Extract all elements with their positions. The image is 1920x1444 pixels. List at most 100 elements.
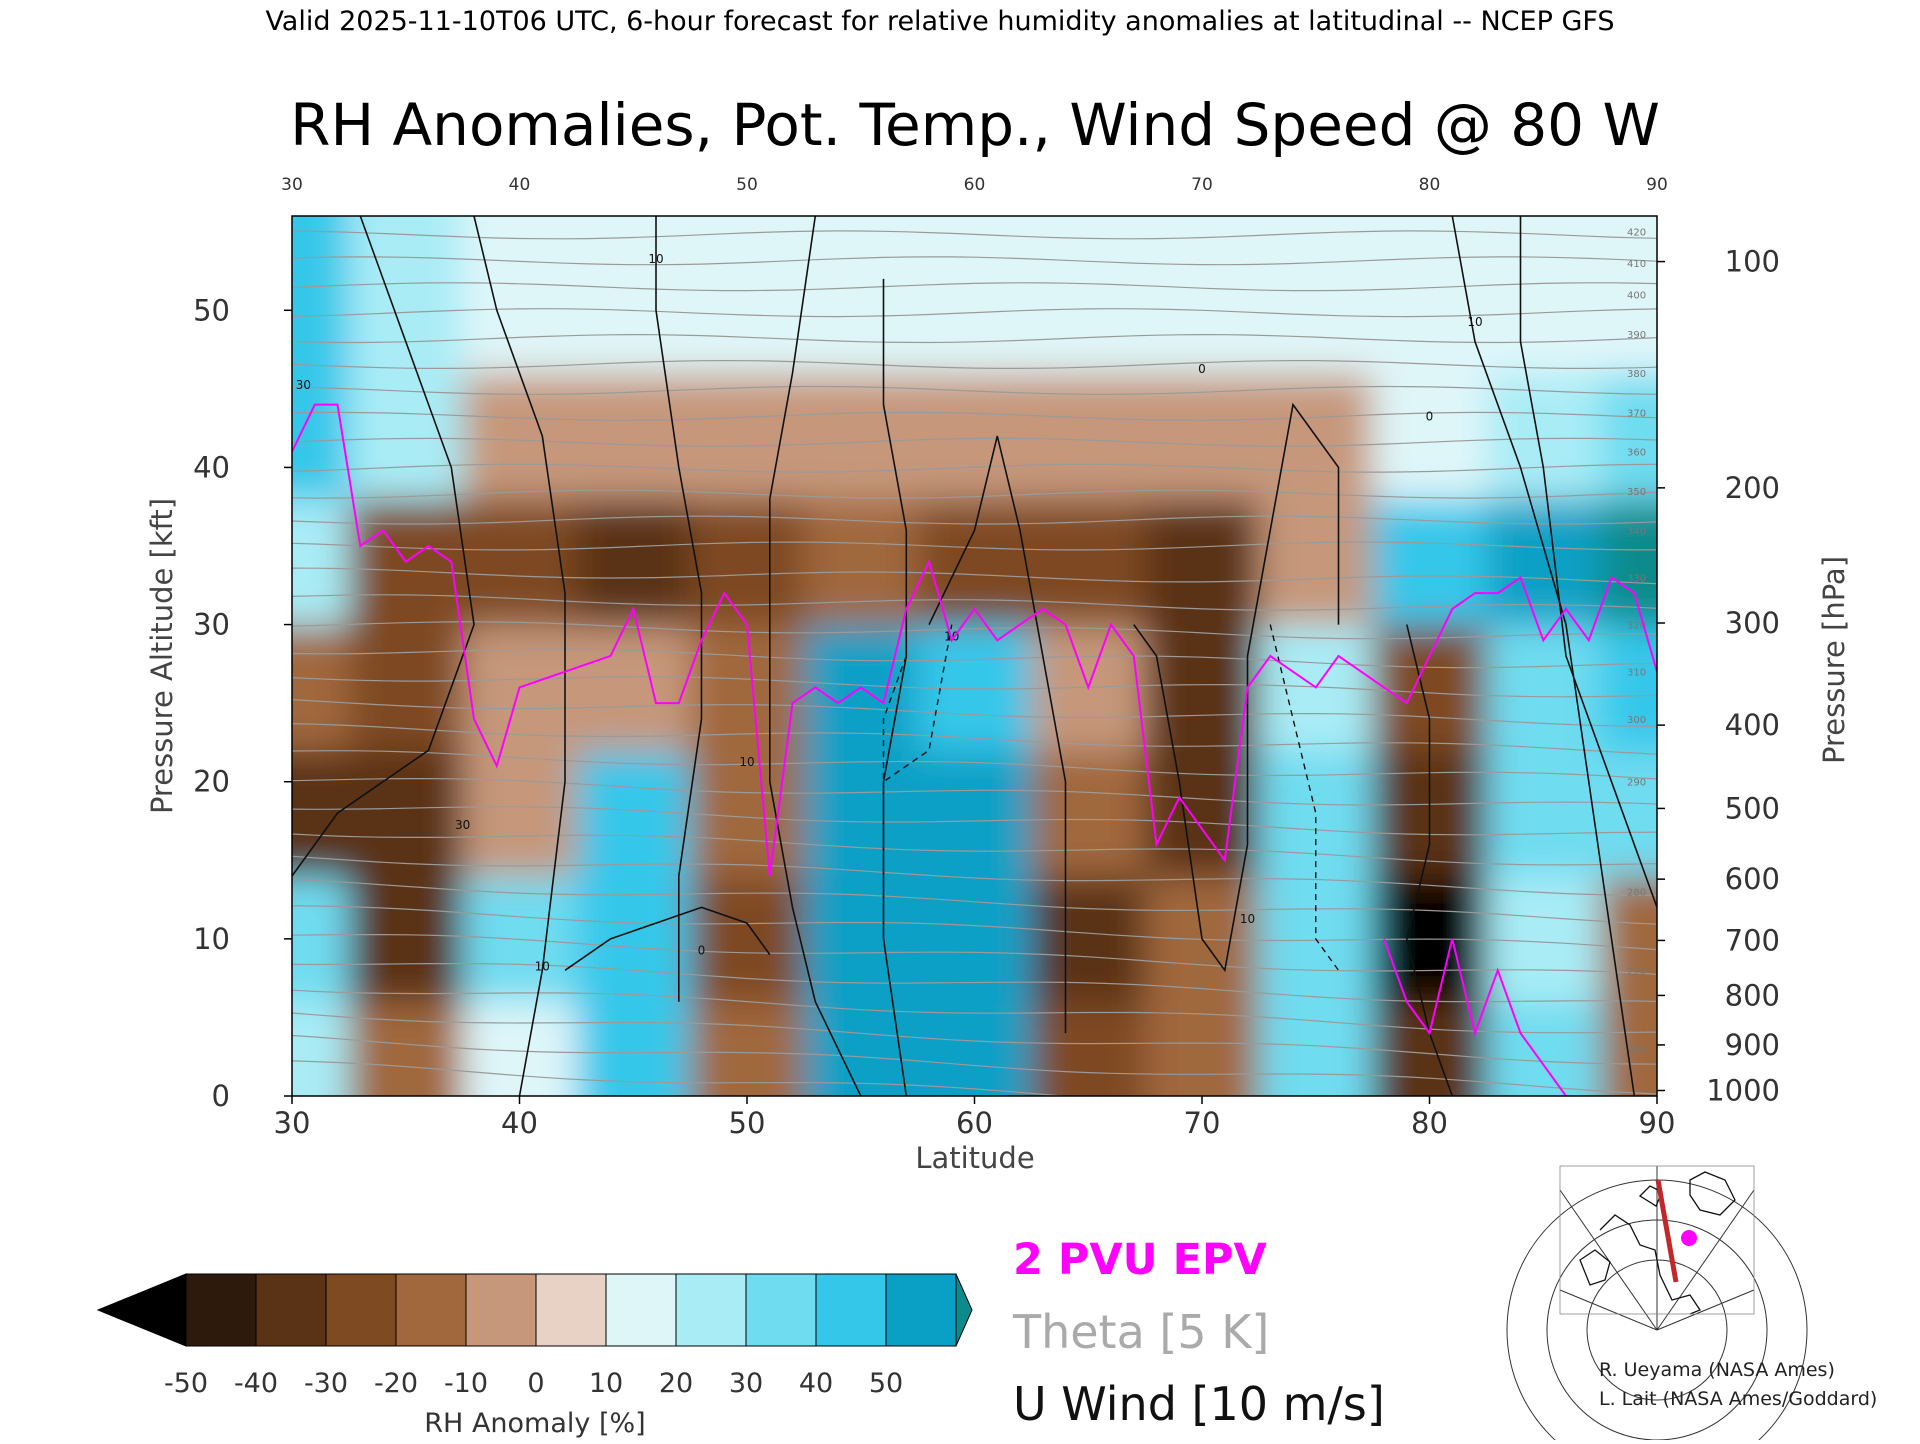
- heatmap-cell: [576, 624, 692, 752]
- u-wind-label: 10: [1467, 315, 1482, 329]
- theta-contour: [292, 1012, 1657, 1065]
- theta-contour: [292, 515, 1657, 525]
- theta-level-label: 400: [1627, 291, 1646, 302]
- theta-contour: [292, 463, 1657, 473]
- heatmap-cell: [1486, 876, 1602, 1003]
- pressure-tick-label: 500: [1725, 791, 1780, 825]
- u-wind-negative-contour: [882, 624, 953, 784]
- theta-contour: [292, 541, 1657, 551]
- u-wind-label: 10: [1240, 912, 1255, 926]
- epv-2pvu-line: [292, 403, 1657, 1096]
- u-wind-label: 30: [296, 378, 311, 392]
- colorbar-tick-label: 30: [729, 1368, 763, 1399]
- heatmap-cell: [1145, 498, 1260, 626]
- theta-contour: [292, 621, 1657, 640]
- epv-series-line: [292, 403, 1657, 877]
- pressure-tick-label: 1000: [1706, 1074, 1780, 1108]
- u-wind-contour: [564, 906, 771, 971]
- theta-contour: [292, 359, 1657, 369]
- heatmap-cell: [1258, 1001, 1374, 1096]
- map-cross-section-line: [1655, 1179, 1679, 1283]
- u-wind-contour: [1133, 402, 1340, 973]
- theta-level-label: 380: [1627, 369, 1646, 380]
- u-wind-label: 10: [944, 629, 959, 643]
- heatmap-cell: [292, 624, 350, 752]
- y-tick-label: 30: [193, 608, 230, 642]
- legend-theta: Theta [5 K]: [1012, 1305, 1269, 1359]
- colorbar-swatch: [745, 1273, 817, 1347]
- colorbar-over-arrow: [955, 1273, 973, 1347]
- heatmap-cell: [1600, 1001, 1657, 1096]
- u-wind-contour: [655, 216, 703, 1002]
- heatmap-cell: [348, 750, 464, 877]
- heatmap-cell: [1486, 373, 1602, 500]
- theta-contour: [292, 411, 1657, 421]
- heatmap-cell: [1600, 750, 1657, 877]
- heatmap-cell: [917, 750, 1033, 877]
- theta-contour: [292, 1060, 1071, 1096]
- colorbar-tick-label: -50: [164, 1368, 208, 1399]
- colorbar-tick-label: -40: [234, 1368, 278, 1399]
- heatmap-cell: [917, 498, 1033, 626]
- x-tick-label: 80: [1411, 1106, 1448, 1140]
- u-wind-contour: [1451, 216, 1636, 1096]
- u-wind-label: 10: [739, 755, 754, 769]
- plot-area: 2602702802903003103203303403503603703803…: [193, 175, 1780, 1140]
- heatmap-cell: [576, 216, 692, 375]
- heatmap-cell: [348, 216, 464, 375]
- u-wind-contour: [1519, 216, 1657, 908]
- colorbar-tick-label: -10: [444, 1368, 488, 1399]
- u-wind-label: 10: [535, 959, 550, 973]
- u-wind-label: 10: [648, 252, 663, 266]
- theta-contour: [292, 878, 1657, 925]
- heatmap-cell: [462, 216, 578, 375]
- heatmap-cell: [1258, 750, 1374, 877]
- colorbar: -50 -40 -30 -20 -10 0 10 20 30 40 50 RH Anomaly [%…: [96, 1273, 973, 1439]
- heatmap-cell: [917, 373, 1033, 500]
- theta-contour: [292, 437, 1657, 447]
- u-wind-label: 30: [455, 818, 470, 832]
- heatmap-cell: [462, 373, 578, 500]
- legend: 2 PVU EPV Theta [5 K] U Wind [10 m/s]: [1012, 1235, 1385, 1431]
- theta-contour: [292, 1034, 1657, 1095]
- heatmap-cell: [348, 876, 464, 1003]
- u-wind-contour: [292, 216, 475, 877]
- top-tick-label: 60: [964, 175, 986, 195]
- y-tick-label: 10: [193, 922, 230, 956]
- colorbar-tick-label: 20: [659, 1368, 693, 1399]
- x-tick-label: 70: [1184, 1106, 1221, 1140]
- colorbar-swatch: [885, 1273, 957, 1347]
- heatmap-cell: [292, 373, 350, 500]
- heatmap-cell: [1600, 624, 1657, 752]
- x-tick-label: 90: [1639, 1106, 1676, 1140]
- pressure-tick-label: 300: [1725, 606, 1780, 640]
- epv-series-line-lower: [1383, 938, 1567, 1096]
- theta-contour: [292, 676, 1657, 698]
- map-border: [1559, 1165, 1755, 1315]
- locator-map: [1506, 1165, 1808, 1444]
- x-tick-label: 40: [501, 1106, 538, 1140]
- colorbar-swatch: [185, 1273, 257, 1347]
- theta-level-label: 270: [1627, 966, 1646, 977]
- heatmap-cell: [917, 1001, 1033, 1096]
- top-tick-label: 30: [281, 175, 303, 195]
- header-text: Valid 2025-11-10T06 UTC, 6-hour forecast…: [265, 6, 1614, 37]
- theta-level-label: 370: [1627, 408, 1646, 419]
- u-wind-label: 0: [1426, 409, 1434, 423]
- theta-level-label: 410: [1627, 259, 1646, 270]
- heatmap-cells: [292, 216, 1657, 1096]
- pressure-tick-label: 600: [1725, 862, 1780, 896]
- heatmap-cell: [1031, 876, 1147, 1003]
- theta-contour: [292, 385, 1657, 395]
- theta-level-label: 260: [1627, 1045, 1646, 1056]
- heatmap-cell: [803, 373, 919, 500]
- colorbar-swatch: [465, 1273, 537, 1347]
- y-tick-label: 20: [193, 765, 230, 799]
- theta-contour: [292, 308, 1657, 318]
- heatmap-cell: [462, 750, 578, 877]
- heatmap-cell: [348, 373, 464, 500]
- theta-level-label: 290: [1627, 778, 1646, 789]
- heatmap-cell: [1031, 1001, 1147, 1096]
- credit-line-2: L. Lait (NASA Ames/Goddard): [1599, 1388, 1877, 1410]
- heatmap-cell: [1372, 373, 1488, 500]
